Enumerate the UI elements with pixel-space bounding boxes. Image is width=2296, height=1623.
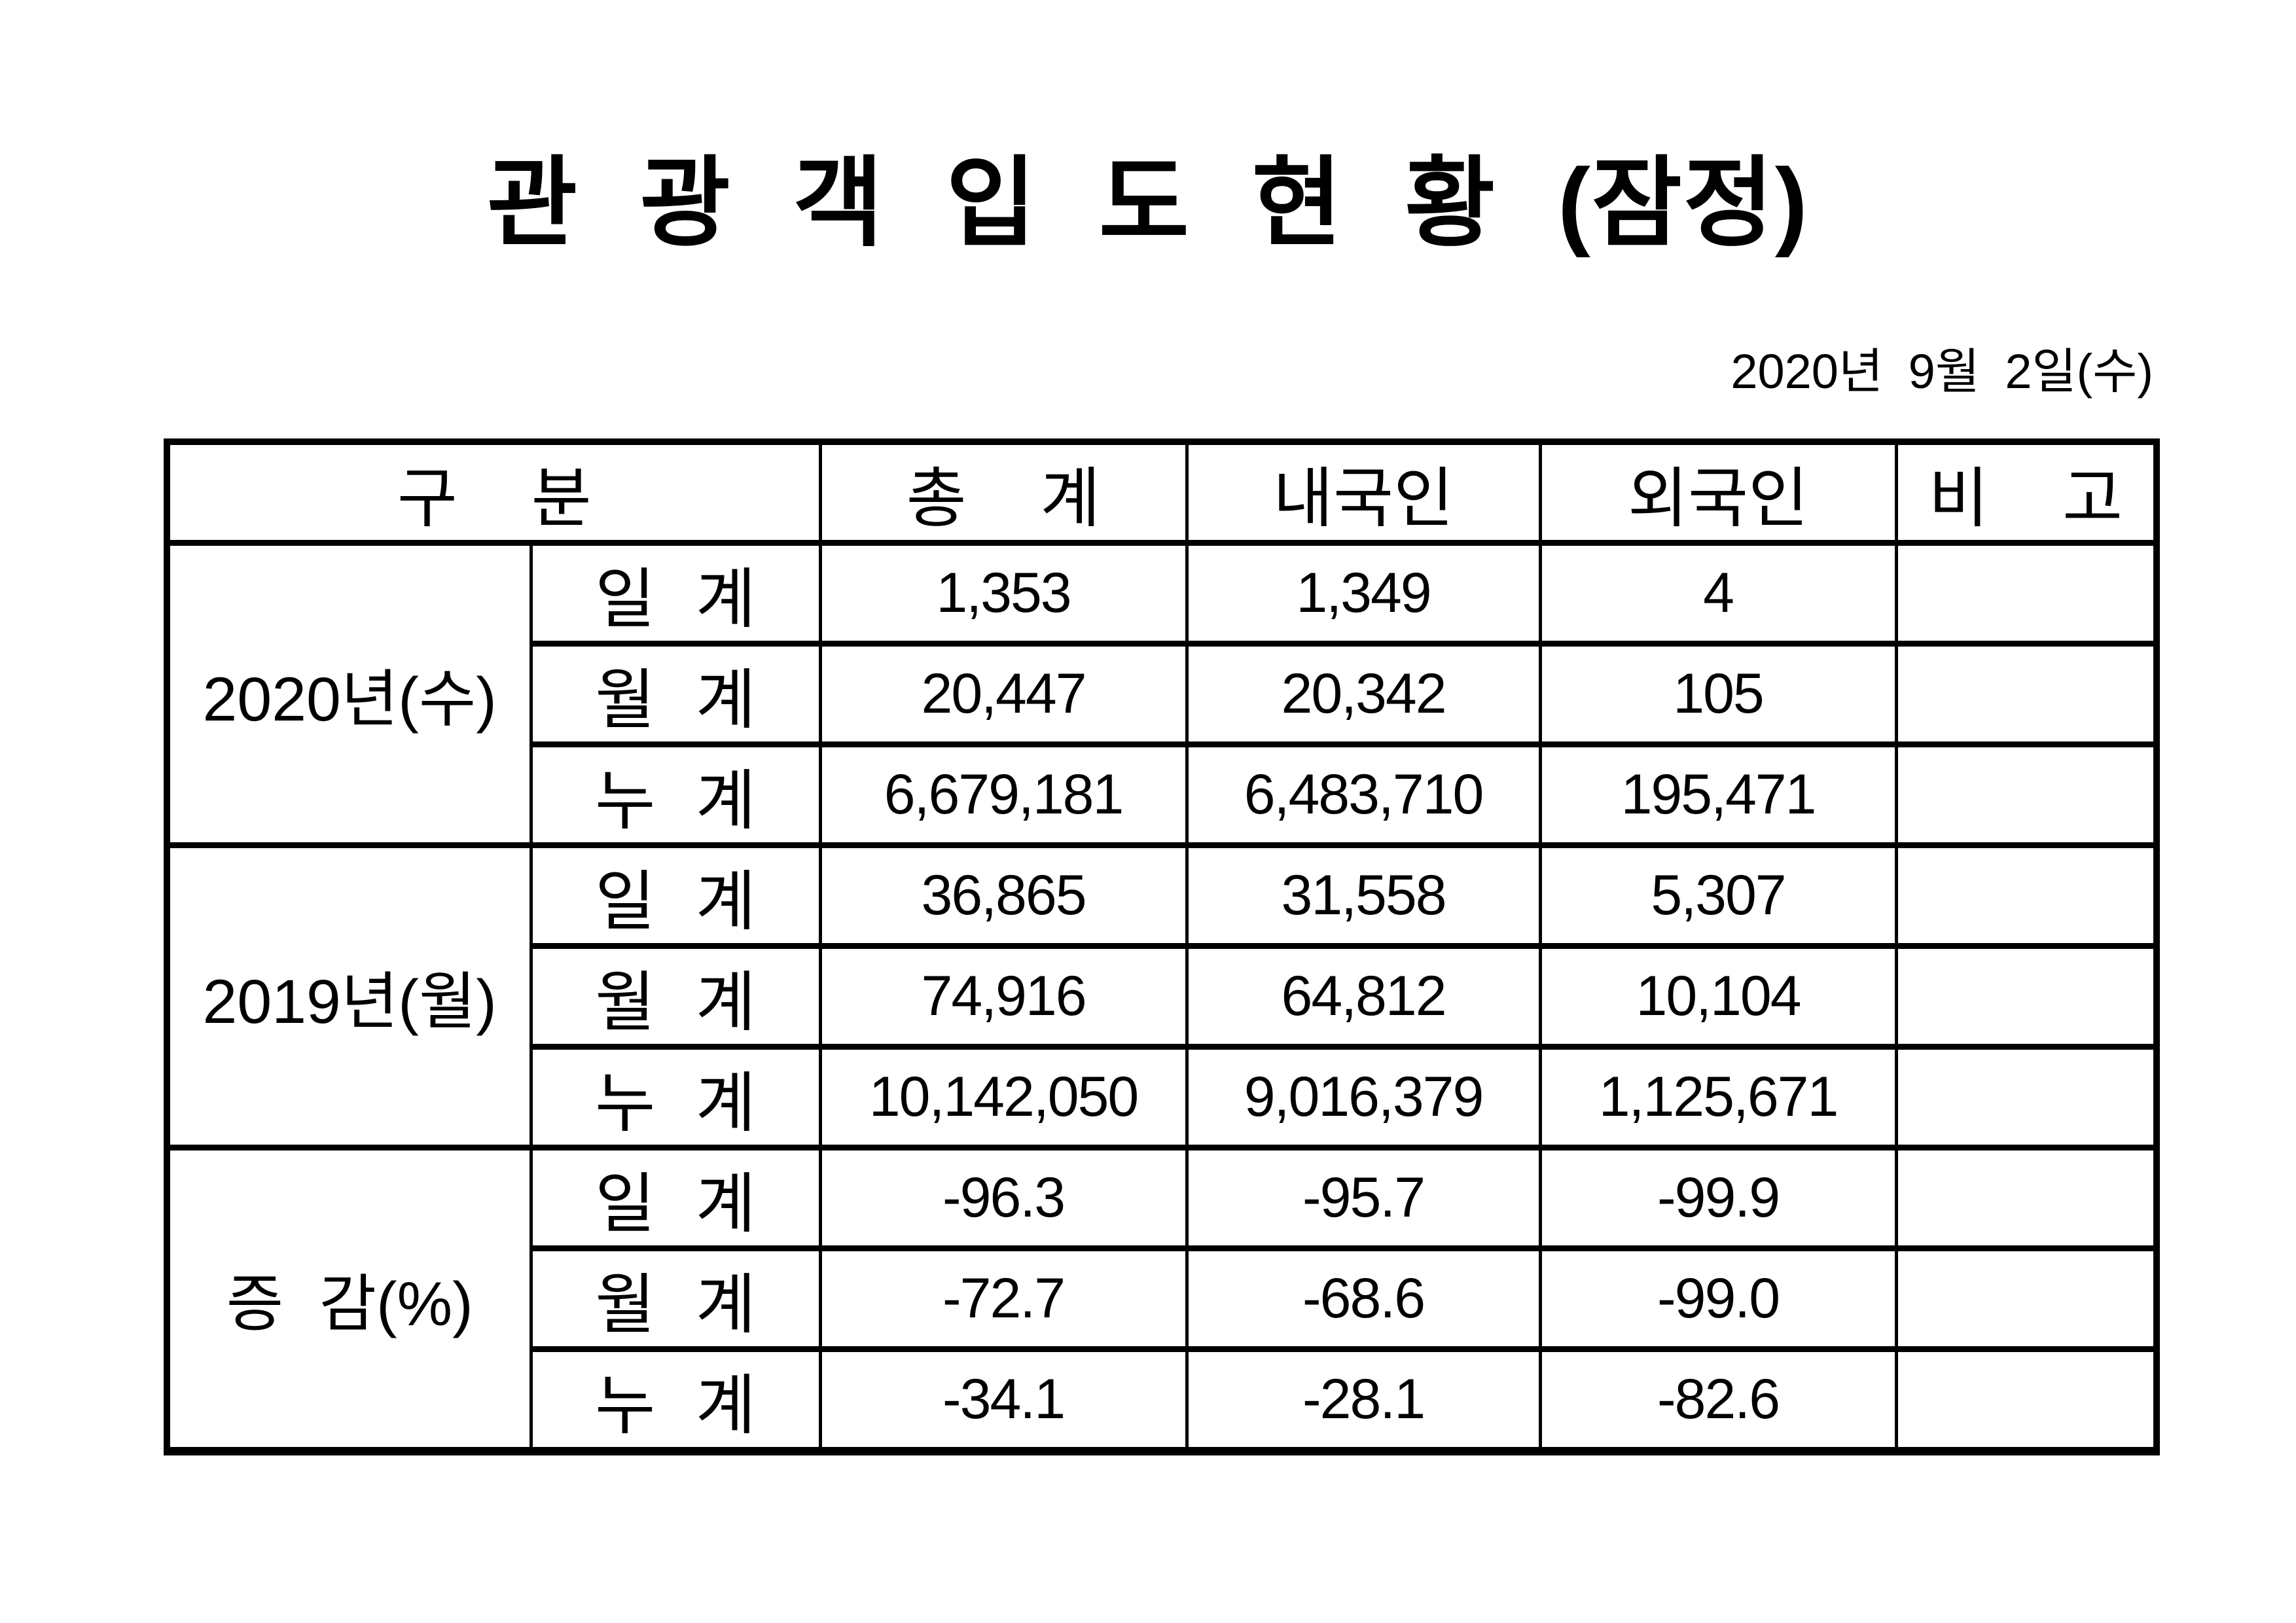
cell-note (1894, 1044, 2159, 1150)
row-label-cumulative: 누 계 (529, 741, 822, 848)
table-row-change-monthly: 월 계 -72.7 -68.6 -99.0 (167, 1245, 2159, 1352)
table-row-2020-daily: 2020년(수) 일 계 1,353 1,349 4 (165, 540, 2159, 848)
cell-domestic: -68.6 (1185, 1245, 1542, 1352)
cell-domestic: 20,342 (1185, 641, 1542, 747)
cell-domestic: -95.7 (1185, 1145, 1542, 1251)
cell-foreign: 4 (1538, 540, 1898, 647)
header-total: 총 계 (818, 438, 1189, 546)
rowgroup-change-pct: 증 감(%) (165, 1145, 533, 1454)
cell-foreign: 5,307 (1538, 842, 1898, 949)
header-note: 비 고 (1894, 438, 2159, 546)
cell-domestic: -28.1 (1185, 1346, 1542, 1454)
cell-foreign: 105 (1538, 641, 1898, 747)
cell-foreign: -99.0 (1538, 1245, 1898, 1352)
cell-total: 6,679,181 (818, 741, 1189, 848)
cell-domestic: 64,812 (1185, 943, 1542, 1050)
cell-total: 1,353 (818, 540, 1189, 647)
tourist-arrival-table: 구 분 총 계 내국인 외국인 비 고 2020년(수) 일 계 1,353 1… (164, 438, 2161, 1455)
cell-total: 10,142,050 (818, 1044, 1189, 1150)
row-label-monthly: 월 계 (529, 943, 822, 1050)
cell-total: -34.1 (818, 1346, 1189, 1454)
page-title: 관 광 객 입 도 현 황 (잠정) (487, 148, 1809, 258)
table-row-2019-cumulative: 누 계 10,142,050 9,016,379 1,125,671 (167, 1044, 2159, 1150)
cell-note (1894, 641, 2159, 747)
cell-total: 36,865 (818, 842, 1189, 949)
cell-domestic: 6,483,710 (1185, 741, 1542, 848)
cell-foreign: 195,471 (1538, 741, 1898, 848)
cell-note (1894, 943, 2159, 1050)
table-row-2020-cumulative: 누 계 6,679,181 6,483,710 195,471 (167, 741, 2159, 848)
row-label-daily: 일 계 (529, 1145, 822, 1251)
report-date: 2020년 9월 2일(수) (1731, 344, 2153, 399)
cell-total: -72.7 (818, 1245, 1189, 1352)
cell-note (1894, 1346, 2159, 1454)
table-row-change-cumulative: 누 계 -34.1 -28.1 -82.6 (167, 1346, 2159, 1454)
cell-note (1894, 741, 2159, 848)
cell-note (1894, 842, 2159, 949)
cell-total: 20,447 (818, 641, 1189, 747)
cell-note (1894, 1245, 2159, 1352)
cell-domestic: 1,349 (1185, 540, 1542, 647)
header-category: 구 분 (165, 438, 822, 546)
header-foreign: 외국인 (1538, 438, 1898, 546)
cell-note (1894, 1145, 2159, 1251)
row-label-monthly: 월 계 (529, 1245, 822, 1352)
header-domestic: 내국인 (1185, 438, 1542, 546)
rowgroup-2019: 2019년(월) (165, 842, 533, 1150)
table-row-2019-monthly: 월 계 74,916 64,812 10,104 (167, 943, 2159, 1050)
table-row-2019-daily: 2019년(월) 일 계 36,865 31,558 5,307 (165, 842, 2159, 1150)
row-label-cumulative: 누 계 (529, 1346, 822, 1454)
row-label-monthly: 월 계 (529, 641, 822, 747)
table-header-row: 구 분 총 계 내국인 외국인 비 고 (165, 438, 2159, 546)
rowgroup-2020: 2020년(수) (165, 540, 533, 848)
cell-domestic: 9,016,379 (1185, 1044, 1542, 1150)
cell-foreign: 1,125,671 (1538, 1044, 1898, 1150)
cell-total: -96.3 (818, 1145, 1189, 1251)
cell-foreign: -99.9 (1538, 1145, 1898, 1251)
table-row-2020-monthly: 월 계 20,447 20,342 105 (167, 641, 2159, 747)
cell-domestic: 31,558 (1185, 842, 1542, 949)
table-row-change-daily: 증 감(%) 일 계 -96.3 -95.7 -99.9 (165, 1145, 2159, 1454)
cell-total: 74,916 (818, 943, 1189, 1050)
row-label-daily: 일 계 (529, 540, 822, 647)
cell-foreign: 10,104 (1538, 943, 1898, 1050)
cell-note (1894, 540, 2159, 647)
row-label-cumulative: 누 계 (529, 1044, 822, 1150)
row-label-daily: 일 계 (529, 842, 822, 949)
cell-foreign: -82.6 (1538, 1346, 1898, 1454)
